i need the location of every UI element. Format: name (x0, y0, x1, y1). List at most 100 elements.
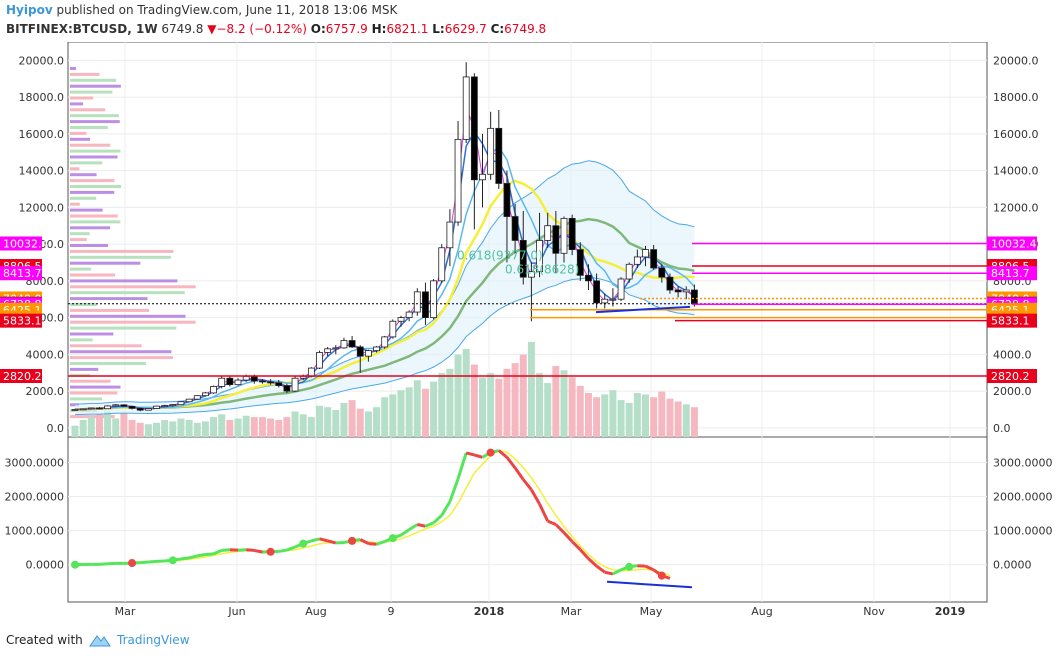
volume-profile-bar (70, 114, 119, 118)
volume-bar (413, 380, 421, 437)
volume-profile-bar (70, 356, 173, 360)
volume-profile-bar (70, 267, 91, 271)
price-tag-right-text: 8413.7 (991, 267, 1030, 280)
volume-profile-bar (70, 78, 117, 82)
volume-bar (552, 366, 560, 437)
osc-tick-label-left: 1000.0000 (5, 525, 65, 538)
chart-area[interactable]: Mar Jun Aug 9 2018 Mar May Aug Nov 2019 0.0 0.0 2000… (0, 42, 1057, 622)
candle-body (332, 347, 340, 350)
volume-profile-bar (70, 202, 80, 206)
volume-profile-bar (70, 196, 97, 200)
volume-bar (340, 402, 348, 437)
footer: Created with TradingView (0, 628, 1057, 658)
volume-bar (87, 417, 95, 437)
price-tag-left (0, 266, 42, 281)
candle-body (430, 280, 438, 318)
volume-profile-bar (70, 379, 111, 383)
price-tag-right-text: 10032.4 (991, 237, 1037, 250)
oscillator-segment (440, 500, 452, 517)
author-name[interactable]: Hyipov (6, 3, 53, 17)
y-tick-label-left: 0.0 (47, 422, 65, 435)
oscillator-cross-dot (128, 559, 137, 568)
volume-bar (71, 425, 79, 437)
publish-line: Hyipov published on TradingView.com, Jun… (6, 3, 397, 17)
volume-profile-bar (70, 285, 196, 289)
oscillator-segment (522, 478, 533, 491)
y-tick-label-left: 4000.0 (26, 348, 65, 361)
volume-bar (373, 407, 381, 437)
tradingview-logo-icon[interactable] (88, 632, 112, 648)
candle-body (389, 320, 397, 338)
candle-body (413, 291, 421, 313)
fib-annotation: 0.618(8628) (505, 262, 579, 276)
volume-profile-bar (70, 173, 97, 177)
oscillator-segment (513, 467, 525, 481)
price-tag-right-text: 5833.1 (991, 315, 1030, 328)
volume-bar (601, 394, 609, 437)
volume-profile-bar (70, 102, 84, 106)
volume-bar (226, 419, 234, 437)
y-tick-label-right: 14000.0 (993, 165, 1039, 178)
oscillator-cross-dot (71, 560, 79, 569)
low-value: 6629.7 (444, 22, 487, 36)
divergence-line (595, 305, 691, 314)
oscillator-segment (212, 549, 223, 556)
volume-profile-bar (70, 291, 185, 295)
x-tick-label: May (640, 605, 663, 618)
y-tick-label-left: 2000.0 (26, 385, 65, 398)
volume-profile-bar (70, 72, 100, 76)
candle-body (144, 408, 152, 411)
volume-bar (446, 368, 454, 437)
candle-body (161, 405, 169, 407)
candle-body (201, 392, 209, 397)
volume-profile-bar (70, 385, 121, 389)
volume-bar (275, 419, 283, 437)
candle-body (642, 249, 649, 258)
volume-bar (104, 411, 112, 437)
candle-body (104, 405, 111, 410)
volume-bar (185, 419, 193, 437)
candle-body (307, 367, 315, 377)
volume-profile-bar (70, 67, 76, 70)
volume-bar (364, 411, 372, 437)
y-tick-label-right: 18000.0 (993, 91, 1039, 104)
candle-body (259, 380, 266, 383)
oscillator-segment (327, 539, 337, 545)
oscillator-segment (140, 560, 149, 565)
close-value: 6749.8 (504, 22, 547, 36)
candle-body (682, 289, 690, 293)
candle-body (324, 348, 332, 353)
candle-body (536, 240, 543, 273)
created-with-text: Created with (6, 633, 83, 647)
x-tick-label: 9 (388, 605, 395, 618)
candle-body (169, 404, 177, 407)
volume-profile-bar (70, 143, 111, 147)
volume-bar (593, 397, 601, 437)
volume-bar (487, 373, 495, 437)
y-tick-label-left: 14000.0 (19, 165, 65, 178)
candle-body (438, 247, 446, 282)
candle-body (348, 340, 356, 348)
symbol-label: BITFINEX:BTCUSD, 1W (6, 22, 158, 36)
volume-bar (356, 408, 364, 437)
price-tag-left-text: 5833.1 (3, 315, 42, 328)
volume-profile-bar (70, 415, 115, 419)
volume-bar (617, 400, 625, 437)
volume-bar (454, 354, 462, 437)
oscillator-segment (310, 537, 320, 543)
volume-bar (527, 341, 535, 437)
oscillator-segment (205, 552, 214, 556)
volume-profile-bar (70, 391, 118, 395)
volume-profile-bar (70, 214, 118, 218)
oscillator-segment (359, 538, 370, 545)
volume-profile-bar (70, 84, 121, 88)
tradingview-brand-link[interactable]: TradingView (117, 633, 190, 647)
osc-tick-label-right: 3000.0000 (993, 456, 1053, 469)
oscillator-segment (456, 452, 468, 480)
price-tag-right (987, 236, 1037, 251)
x-tick-label: Aug (751, 605, 772, 618)
candle-body (691, 289, 698, 305)
volume-profile-bar (70, 244, 109, 247)
oscillator-cross-dot (266, 547, 275, 556)
volume-profile-bar (70, 397, 102, 401)
